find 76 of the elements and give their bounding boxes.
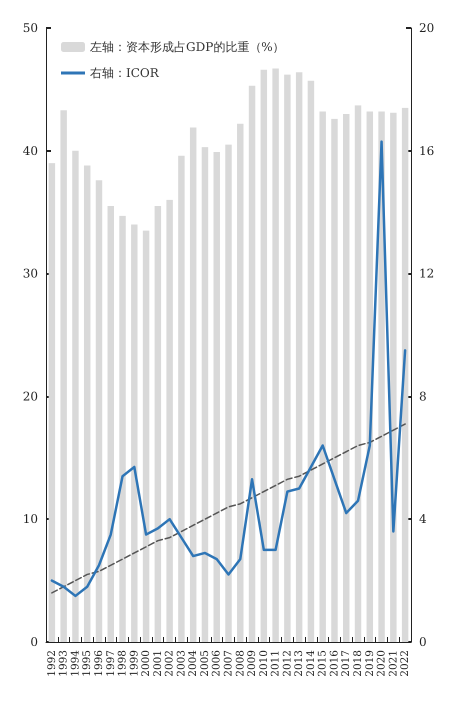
bar [202, 147, 208, 642]
x-tick-label: 2017 [340, 650, 352, 677]
bar [225, 144, 232, 642]
x-tick-label: 2001 [152, 650, 164, 677]
x-tick-label: 2007 [222, 650, 234, 677]
bar [131, 224, 138, 642]
legend-label: 右轴：ICOR [90, 66, 160, 80]
bar [84, 166, 90, 642]
x-tick-label: 1995 [81, 650, 94, 677]
x-tick-label: 1998 [116, 650, 129, 677]
x-tick-label: 2010 [258, 650, 270, 677]
bar [48, 163, 56, 642]
bar [166, 200, 173, 642]
x-tick-label: 2016 [328, 650, 340, 677]
bar [296, 72, 302, 642]
y2-tick-label: 16 [419, 144, 434, 158]
y-tick-label: 0 [30, 635, 38, 649]
bar [331, 118, 338, 642]
y-tick-label: 40 [22, 144, 38, 158]
bar [308, 80, 314, 642]
bar [260, 70, 268, 642]
bar [119, 216, 126, 642]
x-tick-label: 2011 [270, 650, 282, 677]
x-tick-label: 2006 [210, 650, 223, 677]
bar [108, 206, 114, 642]
y2-tick-label: 20 [419, 21, 434, 35]
x-tick-label: 2009 [246, 650, 258, 677]
bar [402, 108, 408, 642]
line-series [50, 140, 406, 598]
bar [248, 86, 256, 642]
x-tick-label: 1994 [69, 650, 82, 677]
y-tick-label: 20 [22, 389, 38, 404]
y2-tick-label: 4 [419, 512, 427, 526]
bar [178, 156, 185, 642]
x-tick-label: 2013 [293, 650, 306, 677]
bar [343, 114, 350, 642]
bar [366, 112, 374, 642]
x-tick-label: 2004 [187, 650, 200, 677]
x-tick-label: 2005 [198, 650, 211, 677]
y-tick-label: 10 [22, 512, 38, 526]
x-tick-label: 1996 [92, 650, 105, 677]
bar [72, 150, 79, 642]
y2-tick-label: 8 [419, 389, 427, 404]
bar [213, 152, 220, 642]
bar [284, 74, 291, 642]
x-tick-label: 2014 [304, 650, 317, 677]
x-tick-label: 2019 [364, 650, 376, 677]
x-tick-label: 2012 [281, 650, 294, 677]
bar [237, 124, 244, 642]
x-tick-label: 2018 [352, 650, 364, 677]
x-tick-label: 2021 [387, 650, 400, 677]
y-tick-label: 50 [22, 21, 38, 35]
bar [354, 105, 362, 642]
bar [272, 68, 279, 642]
x-tick-label: 1992 [46, 650, 58, 677]
bar [60, 110, 67, 642]
legend-label: 左轴：资本形成占GDP的比重（%） [90, 40, 285, 54]
bar [190, 127, 196, 642]
y2-tick-label: 0 [419, 635, 427, 649]
x-tick-label: 2008 [234, 650, 246, 677]
bar [154, 206, 162, 642]
y2-tick-label: 12 [419, 266, 434, 281]
x-tick-label: 2002 [164, 650, 176, 677]
x-tick-label: 2015 [316, 650, 329, 677]
bar [142, 230, 150, 642]
x-tick-label: 1993 [58, 650, 70, 677]
line-series [51, 423, 406, 594]
x-tick-label: 2003 [175, 650, 188, 677]
y-tick-label: 30 [22, 266, 38, 281]
bar [319, 112, 326, 642]
bar [96, 180, 102, 642]
x-tick-label: 1999 [128, 650, 140, 677]
x-tick-label: 2022 [399, 650, 412, 677]
x-tick-label: 2020 [376, 650, 388, 677]
x-tick-label: 1997 [104, 650, 117, 677]
x-tick-label: 2000 [140, 650, 152, 677]
